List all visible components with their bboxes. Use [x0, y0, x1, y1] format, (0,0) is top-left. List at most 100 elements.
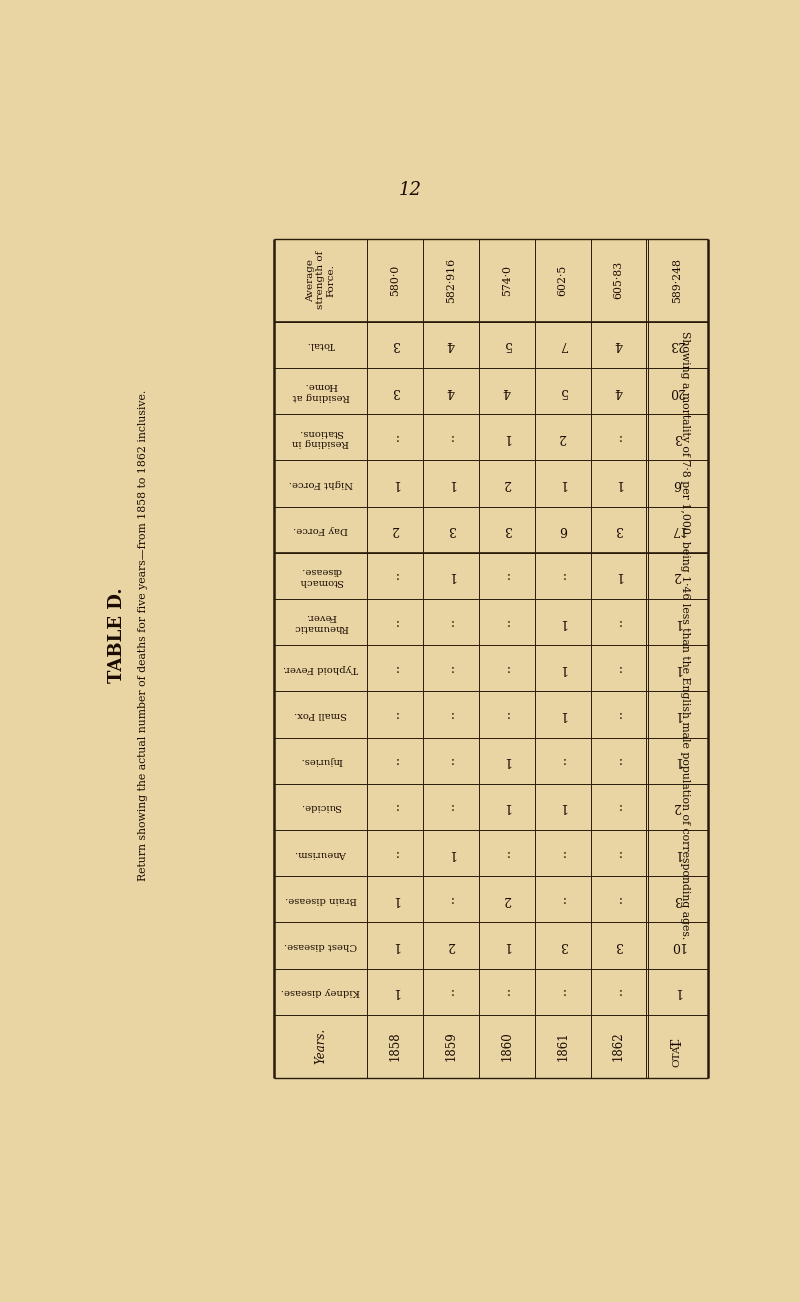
- Text: 3: 3: [447, 523, 455, 536]
- Text: :: :: [617, 708, 621, 721]
- Text: Night Force.: Night Force.: [289, 479, 353, 488]
- Text: 1: 1: [674, 708, 682, 721]
- Text: 1: 1: [447, 477, 455, 490]
- Text: Stomach
disease.: Stomach disease.: [298, 566, 343, 586]
- Text: :: :: [394, 569, 398, 582]
- Text: :: :: [449, 431, 453, 444]
- Text: 4: 4: [447, 339, 455, 352]
- Text: 1: 1: [447, 846, 455, 859]
- Text: Chest disease.: Chest disease.: [284, 941, 358, 950]
- Text: 10: 10: [670, 939, 686, 952]
- Text: 589·248: 589·248: [672, 258, 682, 302]
- Text: 602·5: 602·5: [558, 264, 568, 296]
- Text: Brain disease.: Brain disease.: [285, 894, 357, 904]
- Text: 4: 4: [614, 339, 622, 352]
- Text: :: :: [505, 708, 509, 721]
- Text: :: :: [505, 569, 509, 582]
- Text: 1: 1: [391, 939, 399, 952]
- Text: Residing at
Home.: Residing at Home.: [292, 381, 350, 401]
- Text: 1859: 1859: [445, 1031, 458, 1061]
- Text: 1: 1: [447, 569, 455, 582]
- Text: 6: 6: [558, 523, 566, 536]
- Text: 1: 1: [674, 986, 682, 999]
- Text: :: :: [394, 616, 398, 629]
- Text: Typhoid Fever.: Typhoid Fever.: [283, 664, 358, 673]
- Text: :: :: [394, 431, 398, 444]
- Text: 1: 1: [558, 801, 566, 814]
- Text: :: :: [617, 801, 621, 814]
- Text: Average
strength of
Force.: Average strength of Force.: [306, 251, 336, 310]
- Text: :: :: [505, 616, 509, 629]
- Text: :: :: [561, 846, 565, 859]
- Text: :: :: [617, 616, 621, 629]
- Text: 1862: 1862: [612, 1031, 625, 1061]
- Text: 20: 20: [670, 384, 686, 397]
- Text: 6: 6: [674, 477, 682, 490]
- Text: 3: 3: [391, 339, 399, 352]
- Text: 580·0: 580·0: [390, 264, 400, 296]
- Text: 3: 3: [674, 893, 682, 906]
- Text: :: :: [394, 661, 398, 674]
- Text: 5: 5: [558, 384, 566, 397]
- Text: 4: 4: [503, 384, 511, 397]
- Text: 3: 3: [391, 384, 399, 397]
- Text: 3: 3: [503, 523, 511, 536]
- Text: Suicide.: Suicide.: [300, 802, 342, 811]
- Text: :: :: [561, 893, 565, 906]
- Text: :: :: [394, 801, 398, 814]
- Text: 2: 2: [674, 569, 682, 582]
- Text: :: :: [561, 754, 565, 767]
- Text: :: :: [617, 893, 621, 906]
- Text: 4: 4: [614, 384, 622, 397]
- Text: 1: 1: [674, 661, 682, 674]
- Text: :: :: [449, 708, 453, 721]
- Text: 1: 1: [558, 661, 566, 674]
- Text: 1: 1: [614, 569, 622, 582]
- Text: :: :: [394, 846, 398, 859]
- Text: :: :: [617, 431, 621, 444]
- Text: :: :: [505, 661, 509, 674]
- Text: 17: 17: [670, 523, 686, 536]
- Text: 605·83: 605·83: [614, 262, 623, 299]
- Text: 1: 1: [674, 846, 682, 859]
- Text: 574·0: 574·0: [502, 264, 512, 296]
- Text: 2: 2: [503, 477, 511, 490]
- Text: :: :: [617, 661, 621, 674]
- Text: :: :: [561, 986, 565, 999]
- Text: 3: 3: [674, 431, 682, 444]
- Text: :: :: [617, 754, 621, 767]
- Text: :: :: [505, 986, 509, 999]
- Text: Small Pox.: Small Pox.: [294, 710, 347, 719]
- Text: 2: 2: [503, 893, 511, 906]
- Text: 23: 23: [670, 339, 686, 352]
- Text: Years.: Years.: [314, 1029, 327, 1065]
- Text: OTAL: OTAL: [673, 1038, 682, 1068]
- Text: :: :: [449, 661, 453, 674]
- Text: 2: 2: [674, 801, 682, 814]
- Text: Return showing the actual number of deaths for five years—from 1858 to 1862 incl: Return showing the actual number of deat…: [138, 389, 148, 881]
- Text: 12: 12: [398, 181, 422, 199]
- Text: 1: 1: [558, 477, 566, 490]
- Text: 3: 3: [614, 939, 622, 952]
- Text: 1860: 1860: [500, 1031, 514, 1061]
- Text: 1858: 1858: [389, 1031, 402, 1061]
- Text: 1: 1: [503, 754, 511, 767]
- Text: 1: 1: [674, 616, 682, 629]
- Text: 1: 1: [503, 431, 511, 444]
- Text: 1: 1: [558, 708, 566, 721]
- Text: :: :: [449, 754, 453, 767]
- Text: Day Force.: Day Force.: [294, 525, 348, 534]
- Text: 7: 7: [558, 339, 566, 352]
- Text: TABLE D.: TABLE D.: [108, 587, 126, 684]
- Text: Injuries.: Injuries.: [300, 756, 342, 766]
- Text: :: :: [449, 893, 453, 906]
- Text: Showing a mortality of 7·8 per 1,000, being 1·46 less than the English male popu: Showing a mortality of 7·8 per 1,000, be…: [680, 331, 690, 939]
- Text: :: :: [449, 616, 453, 629]
- Text: T: T: [670, 1039, 684, 1048]
- Text: 582·916: 582·916: [446, 258, 456, 303]
- Text: 1: 1: [391, 477, 399, 490]
- Text: 1861: 1861: [556, 1031, 569, 1061]
- Text: 4: 4: [447, 384, 455, 397]
- Text: Rheumatic
Fever.: Rheumatic Fever.: [294, 612, 348, 631]
- Text: 5: 5: [503, 339, 511, 352]
